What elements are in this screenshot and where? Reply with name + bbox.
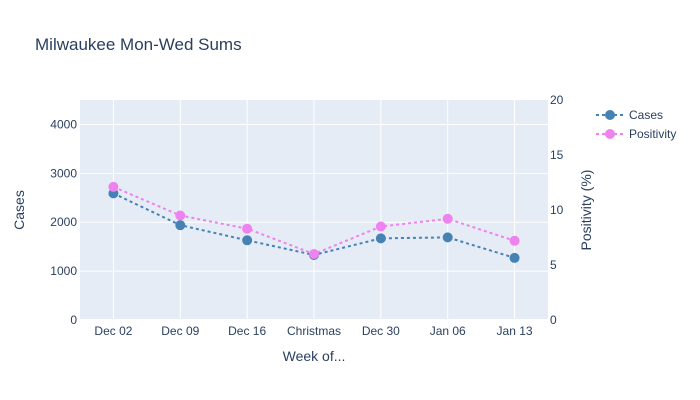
x-axis-ticks: Dec 02 Dec 09 Dec 16 Christmas Dec 30 Jan 06 J… <box>94 324 532 338</box>
legend-label: Positivity <box>629 127 676 141</box>
x-tick-label: Christmas <box>287 324 341 338</box>
y-tick-label: 4000 <box>50 117 77 131</box>
data-point <box>242 223 253 234</box>
x-tick-label: Jan 06 <box>430 324 466 338</box>
x-tick-label: Dec 09 <box>161 324 199 338</box>
data-point <box>375 221 386 232</box>
data-point <box>442 213 453 224</box>
data-point <box>175 210 186 221</box>
x-tick-label: Jan 13 <box>497 324 533 338</box>
data-point <box>175 220 186 231</box>
legend-marker <box>605 110 615 120</box>
y2-tick-label: 0 <box>550 313 557 327</box>
x-tick-label: Dec 16 <box>228 324 266 338</box>
data-point <box>509 252 520 263</box>
y2-axis-ticks: 0 5 10 15 20 <box>550 93 564 327</box>
legend-label: Cases <box>629 108 663 122</box>
y-axis-ticks: 0 1000 2000 3000 4000 <box>50 117 77 327</box>
legend[interactable]: Cases Positivity <box>596 108 676 141</box>
grid-lines <box>80 100 548 321</box>
data-point <box>509 235 520 246</box>
y2-tick-label: 20 <box>550 93 564 107</box>
data-point <box>108 181 119 192</box>
legend-item-positivity[interactable]: Positivity <box>596 127 676 141</box>
y-tick-label: 1000 <box>50 264 77 278</box>
legend-marker <box>605 129 615 139</box>
data-point <box>309 249 319 259</box>
y2-axis-title: Positivity (%) <box>578 170 594 251</box>
chart-title: Milwaukee Mon-Wed Sums <box>35 35 242 54</box>
y-axis-title: Cases <box>11 190 27 230</box>
y2-tick-label: 10 <box>550 203 564 217</box>
y2-tick-label: 5 <box>550 258 557 272</box>
series-layer <box>108 181 520 263</box>
y-tick-label: 2000 <box>50 215 77 229</box>
x-tick-label: Dec 02 <box>94 324 132 338</box>
y-tick-label: 0 <box>70 313 77 327</box>
legend-item-cases[interactable]: Cases <box>596 108 663 122</box>
data-point <box>442 232 453 243</box>
y-tick-label: 3000 <box>50 166 77 180</box>
x-tick-label: Dec 30 <box>362 324 400 338</box>
series-positivity <box>108 181 520 259</box>
data-point <box>242 235 253 246</box>
x-axis-title: Week of... <box>283 348 346 364</box>
y2-tick-label: 15 <box>550 148 564 162</box>
data-point <box>375 233 386 244</box>
